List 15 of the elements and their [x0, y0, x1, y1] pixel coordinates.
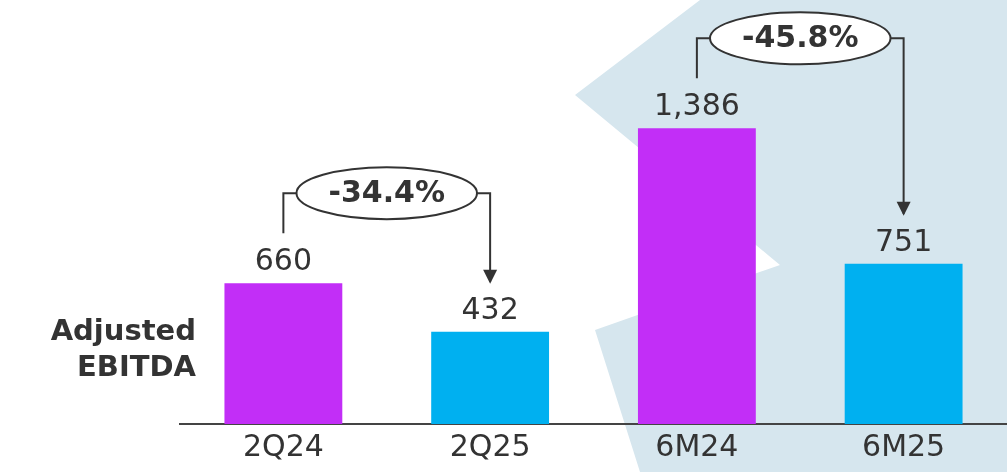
x-tick-label: 2Q24 [242, 427, 324, 463]
x-tick-label: 6M24 [655, 427, 739, 463]
annotation: -34.4% [328, 173, 446, 209]
text: -45.8% [741, 19, 859, 55]
bar [637, 128, 756, 424]
bar [431, 331, 550, 424]
data-label: 660 [254, 241, 313, 277]
bar [844, 263, 963, 424]
data-label: 1,386 [653, 87, 740, 123]
x-tick-label: 6M25 [862, 427, 946, 463]
bar [224, 283, 343, 424]
data-label: 751 [874, 222, 933, 258]
x-tick-label: 2Q25 [449, 427, 531, 463]
data-label: 432 [461, 290, 519, 326]
y-axis-title: Adjusted EBITDA [49, 312, 196, 384]
